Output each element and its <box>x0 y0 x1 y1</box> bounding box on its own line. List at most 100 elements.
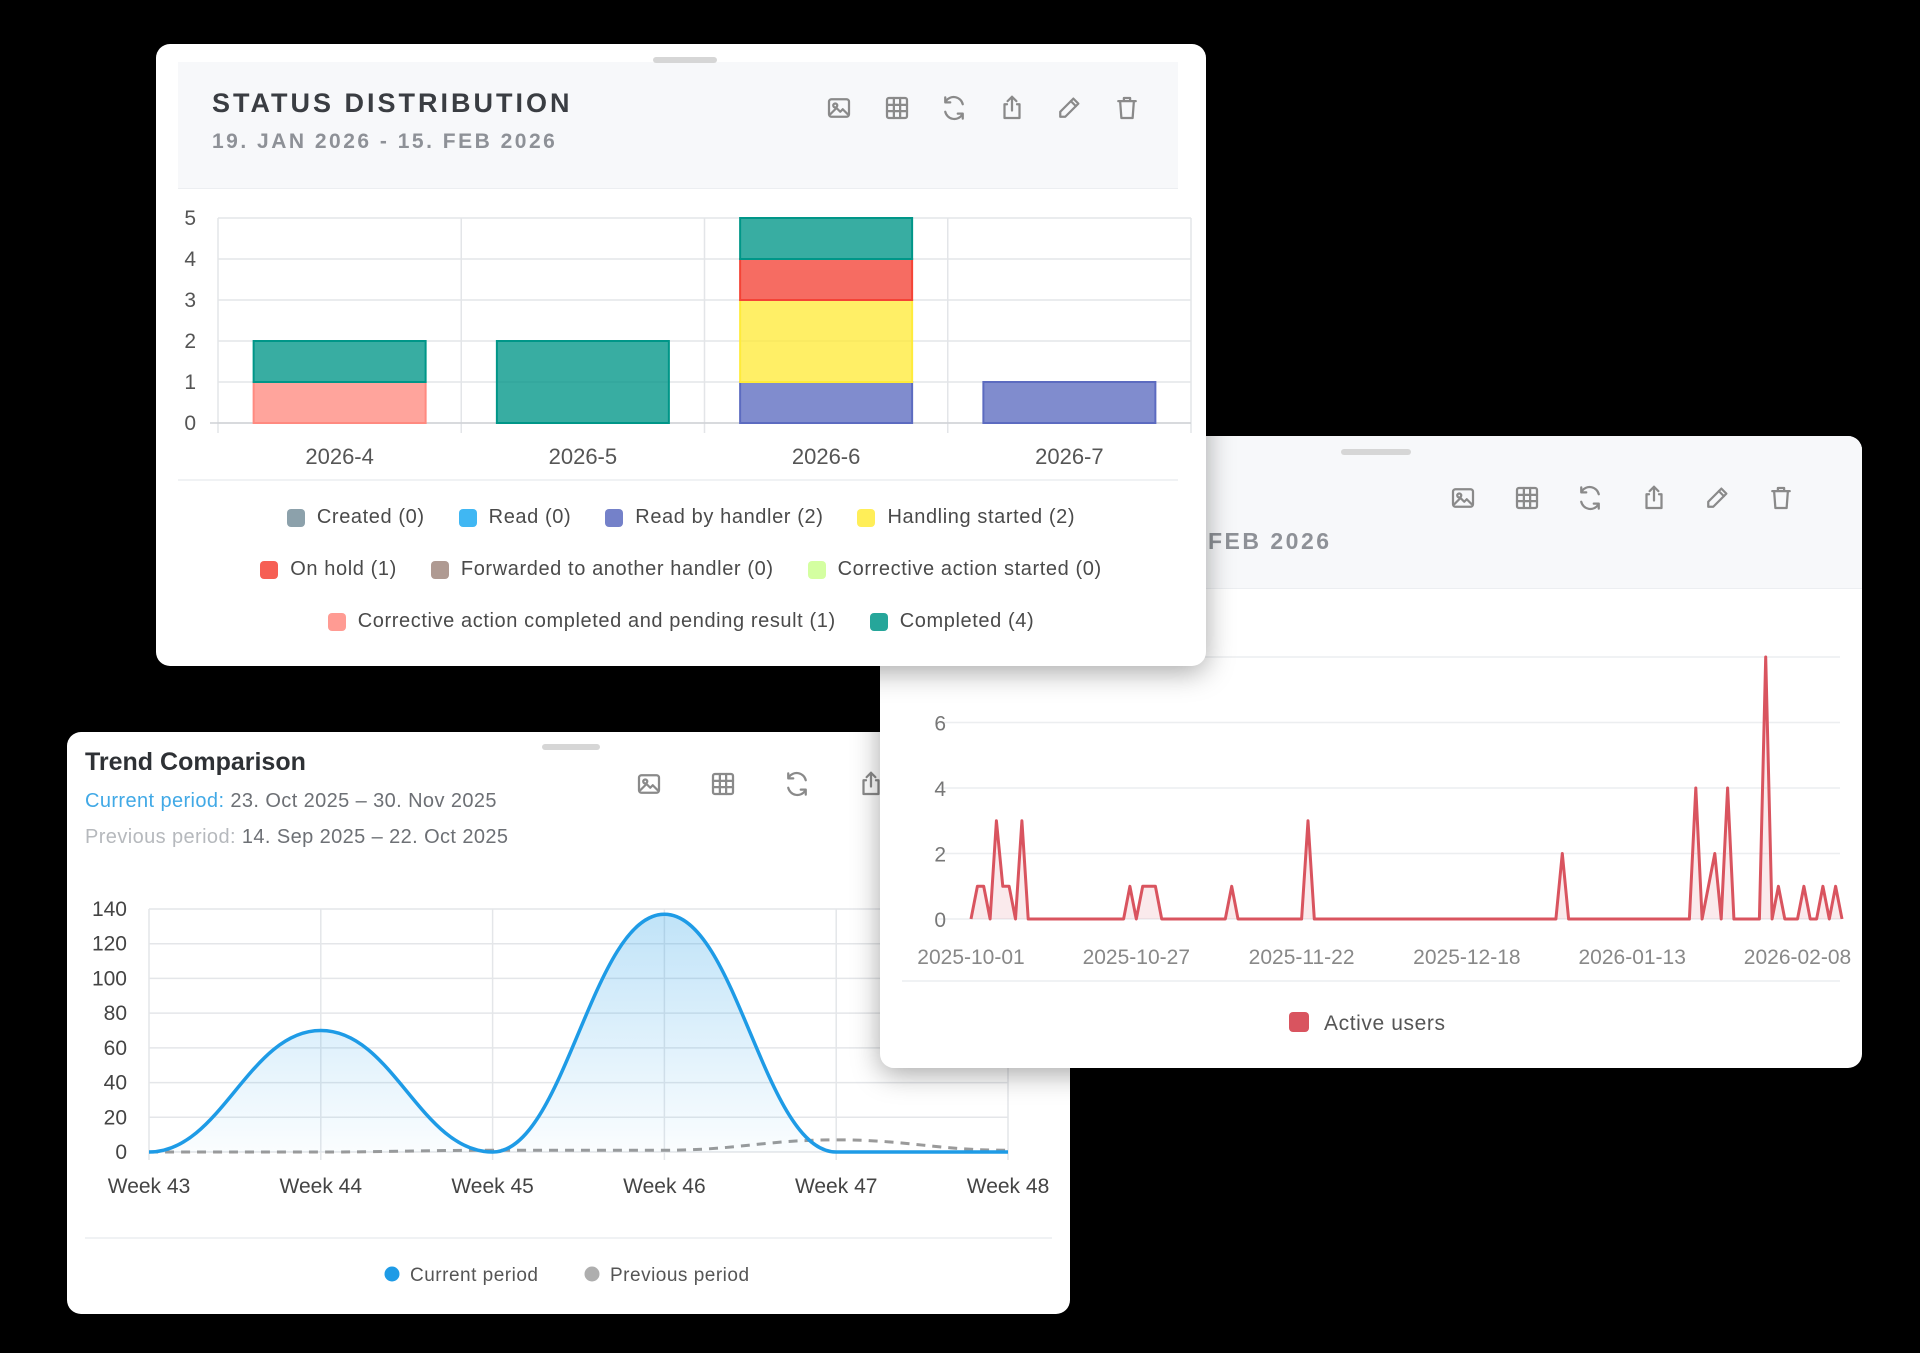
legend-item[interactable]: Corrective action completed and pending … <box>327 610 836 633</box>
previous-period-label: Previous period: <box>85 826 236 848</box>
legend-item[interactable]: Completed (4) <box>869 610 1035 633</box>
legend-item[interactable]: Read by handler (2) <box>605 506 823 529</box>
series-line <box>969 655 1844 921</box>
legend-label: Corrective action completed and pending … <box>357 610 836 632</box>
bar-segment <box>739 258 914 301</box>
bar-segment <box>982 381 1157 424</box>
image-icon <box>637 774 661 794</box>
image-button[interactable] <box>632 767 666 801</box>
legend-label: Active users <box>1324 1012 1446 1035</box>
previous-period-range: 14. Sep 2025 – 22. Oct 2025 <box>241 826 509 848</box>
y-tick-label: 0 <box>934 909 946 932</box>
status-distribution-card: STATUS DISTRIBUTION 19. JAN 2026 - 15. F… <box>156 44 1206 666</box>
delete-icon <box>1116 96 1137 120</box>
y-tick-label: 5 <box>184 207 196 230</box>
delete-button[interactable] <box>1764 481 1798 515</box>
image-button[interactable] <box>822 91 856 125</box>
refresh-button[interactable] <box>780 767 814 801</box>
delete-icon <box>1770 486 1791 510</box>
legend-label: Previous period <box>610 1265 750 1286</box>
table-button[interactable] <box>706 767 740 801</box>
x-tick-label: Week 47 <box>795 1175 878 1198</box>
y-tick-label: 1 <box>184 371 196 394</box>
legend-label: Created (0) <box>316 506 425 528</box>
share-button[interactable] <box>1637 481 1671 515</box>
drag-handle[interactable] <box>542 744 600 750</box>
drag-handle[interactable] <box>1341 449 1411 455</box>
legend-label: Completed (4) <box>899 610 1035 632</box>
drag-handle[interactable] <box>653 57 717 63</box>
y-tick-label: 2 <box>934 844 946 867</box>
legend-swatch <box>286 508 305 527</box>
x-tick-label: 2025-10-27 <box>1083 946 1190 969</box>
legend-row: On hold (1) Forwarded to another handler … <box>156 558 1206 581</box>
share-icon <box>1644 485 1663 510</box>
bar-segment <box>739 299 914 383</box>
card-header <box>178 62 1178 189</box>
legend-item[interactable]: Corrective action started (0) <box>807 558 1102 581</box>
table-icon <box>1515 486 1538 510</box>
y-tick-label: 3 <box>184 289 196 312</box>
edit-button[interactable] <box>1052 91 1086 125</box>
legend-item[interactable]: Active users <box>1289 1012 1446 1035</box>
image-button[interactable] <box>1446 481 1480 515</box>
x-tick-label: 2026-01-13 <box>1578 946 1685 969</box>
edit-icon <box>1707 487 1728 508</box>
delete-button[interactable] <box>1110 91 1144 125</box>
x-tick-label: 2026-5 <box>549 444 618 469</box>
share-icon <box>862 771 880 796</box>
legend-swatch <box>605 508 624 527</box>
share-button[interactable] <box>995 91 1029 125</box>
previous-period-line: Previous period: 14. Sep 2025 – 22. Oct … <box>85 826 508 849</box>
legend-swatch <box>458 508 477 527</box>
bar-segment <box>252 340 427 383</box>
x-tick-label: 2026-4 <box>305 444 374 469</box>
legend-item[interactable]: On hold (1) <box>260 558 397 581</box>
current-period-label: Current period: <box>85 790 225 812</box>
table-button[interactable] <box>880 91 914 125</box>
bar-segment <box>495 340 670 424</box>
legend-swatch <box>260 560 279 579</box>
legend-row: Corrective action completed and pending … <box>156 610 1206 633</box>
active-users-chart: 0 2 4 6 2025-10-01 2025-10-27 2025-11-22 2025-1… <box>902 655 1851 1035</box>
edit-button[interactable] <box>1700 481 1734 515</box>
refresh-button[interactable] <box>1573 481 1607 515</box>
y-tick-label: 80 <box>104 1002 127 1025</box>
legend-item[interactable]: Previous period <box>584 1265 750 1286</box>
refresh-button[interactable] <box>937 91 971 125</box>
current-period-line: Current period: 23. Oct 2025 – 30. Nov 2… <box>85 790 497 813</box>
x-tick-label: 2026-6 <box>792 444 861 469</box>
x-tick-label: Week 44 <box>280 1175 363 1198</box>
legend-label: Read (0) <box>488 506 572 528</box>
card-title: STATUS DISTRIBUTION <box>212 88 573 118</box>
date-range: FEB 2026 <box>1208 528 1332 554</box>
image-icon <box>1451 488 1475 508</box>
legend-item[interactable]: Handling started (2) <box>857 506 1075 529</box>
legend-swatch <box>807 560 826 579</box>
legend-swatch <box>869 612 888 631</box>
current-period-range: 23. Oct 2025 – 30. Nov 2025 <box>230 790 497 812</box>
y-tick-label: 6 <box>934 713 946 736</box>
legend-swatch <box>857 508 876 527</box>
legend-item[interactable]: Current period <box>384 1265 539 1286</box>
x-tick-label: 2026-7 <box>1035 444 1104 469</box>
y-tick-label: 4 <box>934 778 946 801</box>
refresh-icon <box>787 771 807 797</box>
legend-label: Corrective action started (0) <box>837 558 1102 580</box>
y-tick-label: 120 <box>92 933 127 956</box>
legend-item[interactable]: Read (0) <box>458 506 572 529</box>
legend-label: Read by handler (2) <box>635 506 824 528</box>
refresh-icon <box>944 95 964 121</box>
legend-label: Handling started (2) <box>887 506 1076 528</box>
y-tick-label: 0 <box>184 412 196 435</box>
legend-label: Forwarded to another handler (0) <box>460 558 774 580</box>
legend-item[interactable]: Forwarded to another handler (0) <box>430 558 774 581</box>
x-tick-label: Week 45 <box>451 1175 533 1198</box>
y-tick-label: 0 <box>115 1141 127 1164</box>
table-button[interactable] <box>1510 481 1544 515</box>
x-tick-label: Week 46 <box>623 1175 706 1198</box>
active-users-card: FEB 2026 0 2 4 6 2025-10-01 2025-10-27 2025-11… <box>880 436 1862 1068</box>
x-tick-label: Week 48 <box>967 1175 1050 1198</box>
legend-item[interactable]: Created (0) <box>286 506 425 529</box>
share-button[interactable] <box>854 767 888 801</box>
